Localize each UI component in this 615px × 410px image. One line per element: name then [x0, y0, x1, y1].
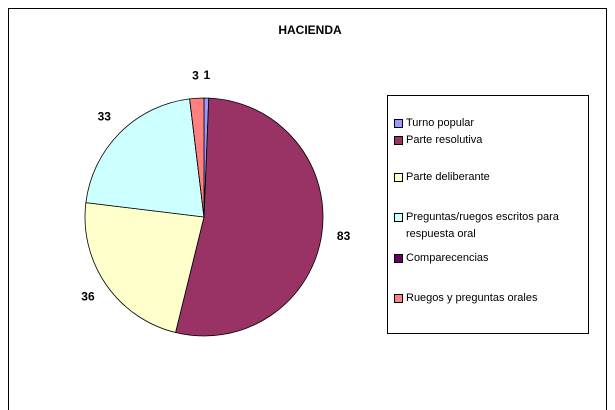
legend-item: Parte deliberante [394, 169, 586, 186]
legend-item: Ruegos y preguntas orales [394, 290, 586, 307]
data-label: 36 [81, 289, 95, 303]
pie-slice [84, 202, 205, 334]
chart-title: HACIENDA [278, 23, 342, 37]
legend-swatch [394, 136, 403, 145]
legend-item: Preguntas/ruegos escritos para respuesta… [394, 209, 586, 243]
pie-slice [85, 98, 205, 218]
legend-label: Preguntas/ruegos escritos para respuesta… [406, 211, 559, 240]
pie-slice [189, 97, 205, 218]
data-label: 33 [98, 109, 112, 123]
legend-item: Parte resolutiva [394, 132, 586, 149]
legend-label: Turno popular [406, 117, 475, 129]
legend: Turno popular Parte resolutiva Parte delib… [387, 95, 589, 334]
legend-label: Comparecencias [406, 252, 489, 264]
legend-label: Ruegos y preguntas orales [406, 292, 538, 304]
legend-item: Turno popular [394, 115, 586, 132]
legend-label: Parte resolutiva [406, 134, 483, 146]
legend-swatch [394, 173, 403, 182]
legend-swatch [394, 119, 403, 128]
legend-swatch [394, 294, 403, 303]
legend-label: Parte deliberante [406, 171, 490, 183]
data-label: 83 [337, 229, 351, 243]
legend-swatch [394, 213, 403, 222]
legend-swatch [394, 254, 403, 263]
legend-item: Comparecencias [394, 250, 586, 267]
data-label: 1 [203, 68, 210, 82]
data-label: 3 [192, 68, 199, 82]
pie-slice [175, 97, 324, 337]
